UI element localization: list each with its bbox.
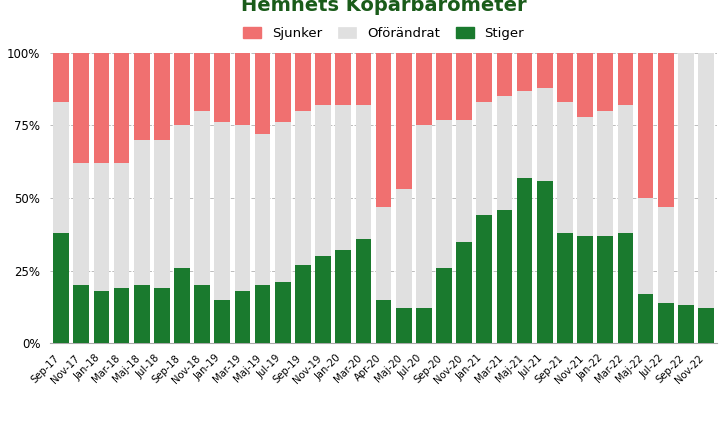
Bar [436,53,452,120]
Bar [295,111,311,265]
Bar [315,256,331,343]
Bar [154,140,169,288]
Bar [537,180,552,343]
Bar [638,198,653,294]
Bar [456,242,472,343]
Bar [154,53,169,140]
Bar [376,53,392,207]
Bar [618,233,634,343]
Bar [436,268,452,343]
Bar [618,105,634,233]
Bar [255,134,271,285]
Legend: Sjunker, Oförändrat, Stiger: Sjunker, Oförändrat, Stiger [237,22,529,45]
Bar [194,53,210,111]
Bar [557,53,573,102]
Bar [73,53,89,163]
Bar [698,53,714,308]
Bar [396,53,411,189]
Bar [235,125,251,291]
Title: Hemnets Köparbarometer: Hemnets Köparbarometer [241,0,526,15]
Bar [194,111,210,285]
Bar [557,102,573,233]
Bar [275,122,290,282]
Bar [315,105,331,256]
Bar [114,163,130,288]
Bar [355,238,371,343]
Bar [194,285,210,343]
Bar [174,268,190,343]
Bar [456,120,472,242]
Bar [557,233,573,343]
Bar [577,117,593,236]
Bar [255,53,271,134]
Bar [174,53,190,125]
Bar [73,163,89,285]
Bar [54,233,69,343]
Bar [54,102,69,233]
Bar [497,53,513,96]
Bar [315,53,331,105]
Bar [134,53,150,140]
Bar [517,53,532,91]
Bar [114,53,130,163]
Bar [436,120,452,268]
Bar [456,53,472,120]
Bar [355,53,371,105]
Bar [295,53,311,111]
Bar [517,178,532,343]
Bar [658,53,673,207]
Bar [537,88,552,180]
Bar [698,308,714,343]
Bar [54,53,69,102]
Bar [73,285,89,343]
Bar [638,53,653,198]
Bar [235,53,251,125]
Bar [476,216,492,343]
Bar [376,300,392,343]
Bar [93,291,109,343]
Bar [577,53,593,117]
Bar [497,209,513,343]
Bar [517,91,532,178]
Bar [335,105,351,250]
Bar [134,140,150,285]
Bar [658,207,673,303]
Bar [618,53,634,105]
Bar [275,282,290,343]
Bar [678,305,694,343]
Bar [638,294,653,343]
Bar [93,163,109,291]
Bar [416,53,432,125]
Bar [577,236,593,343]
Bar [335,250,351,343]
Bar [396,308,411,343]
Bar [597,53,613,111]
Bar [214,300,230,343]
Bar [537,53,552,88]
Bar [154,288,169,343]
Bar [335,53,351,105]
Bar [376,207,392,300]
Bar [678,53,694,305]
Bar [658,303,673,343]
Bar [396,189,411,308]
Bar [114,288,130,343]
Bar [235,291,251,343]
Bar [174,125,190,268]
Bar [214,122,230,300]
Bar [295,265,311,343]
Bar [134,285,150,343]
Bar [476,102,492,216]
Bar [93,53,109,163]
Bar [255,285,271,343]
Bar [597,111,613,236]
Bar [476,53,492,102]
Bar [416,308,432,343]
Bar [275,53,290,122]
Bar [355,105,371,238]
Bar [416,125,432,308]
Bar [497,96,513,209]
Bar [214,53,230,122]
Bar [597,236,613,343]
